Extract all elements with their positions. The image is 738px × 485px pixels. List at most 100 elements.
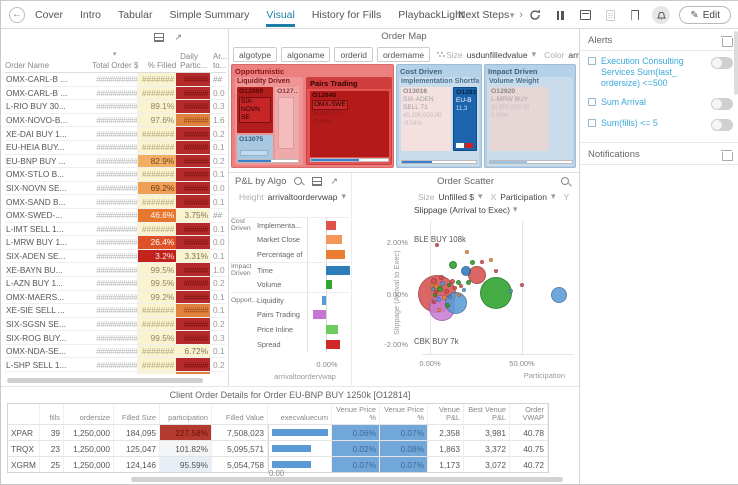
bar[interactable] (312, 310, 326, 319)
calendar-icon[interactable] (577, 7, 593, 23)
exec-value-bar[interactable] (272, 429, 328, 436)
edit-button[interactable]: ✎ Edit (679, 6, 731, 24)
notifications-bell-icon[interactable] (652, 6, 671, 24)
column-header[interactable]: execvaluecum (268, 404, 332, 424)
treemap-leaf[interactable]: O12846 OMX-SWE 24,800,000 -0.46% (310, 91, 389, 157)
alert-toggle[interactable] (711, 57, 733, 69)
table-row[interactable]: XE-SIE SELL ... ########## ####### ###### 0.… (5, 304, 226, 318)
column-header-arrival[interactable]: Ar... to... (213, 52, 228, 70)
theme-selector[interactable]: Light (441, 9, 514, 21)
scatter-bubble[interactable] (435, 296, 441, 302)
breadcrumb-chip-orderid[interactable]: orderid (334, 47, 373, 62)
scatter-bubble[interactable] (508, 289, 513, 294)
breadcrumb-chip-algoname[interactable]: algoname (281, 47, 331, 62)
alert-toggle[interactable] (711, 119, 733, 131)
bar[interactable] (326, 220, 337, 230)
scatter-bubble[interactable] (466, 279, 472, 285)
alert-toggle[interactable] (711, 98, 733, 110)
size-dropdown[interactable]: usdunfilledvalue (466, 49, 528, 60)
treemap-leaf[interactable]: O127.. (275, 87, 299, 159)
table-row[interactable]: SIX-SGSN SE... ########## ####### ###### 0.2 (5, 317, 226, 332)
scatter-bubble[interactable] (479, 259, 484, 264)
alerts-vertical-scrollbar[interactable] (734, 31, 738, 95)
scatter-bubble[interactable] (460, 265, 471, 276)
treemap-leaf[interactable]: O12920 L-MRW BUY 31,500,000.00 0.05% (489, 87, 549, 151)
column-header[interactable]: Filled Value (212, 404, 268, 424)
checkbox[interactable] (588, 98, 596, 106)
back-icon[interactable] (9, 6, 25, 23)
table-row[interactable]: L-AZN BUY 1... ########## 99.5% ###### 0.2 (5, 276, 226, 291)
scatter-bubble[interactable] (429, 282, 434, 287)
maximize-icon[interactable]: ↗ (330, 176, 338, 186)
scatter-bubble[interactable] (442, 295, 448, 301)
scatter-bubble[interactable] (447, 282, 452, 287)
table-row[interactable]: OMX-CARL-B ... ########## ####### ###### ## (5, 73, 226, 87)
table-row[interactable]: SIX-NOVN SE... ########## 69.2% ###### 0.0 (5, 181, 226, 196)
bar[interactable] (326, 250, 346, 259)
tab-intro[interactable]: Intro (80, 9, 102, 21)
table-row[interactable]: OMX-NOVO-B... ########## 97.6% ###### 1.6 (5, 113, 226, 128)
column-header-pct-filled[interactable]: % Filled (147, 61, 177, 70)
column-header[interactable]: Filled Size (114, 404, 160, 424)
table-export-icon[interactable] (312, 177, 323, 186)
x-axis-dropdown[interactable]: Participation (500, 191, 547, 202)
table-row[interactable]: OMX-SWED-... ########## 46.6% 3.75% ## (5, 208, 226, 223)
color-dropdown[interactable]: arrivaltoo (568, 49, 579, 60)
table-row[interactable]: SIX-ADEN SE... ########## 3.2% 3.31% 0.1 (5, 249, 226, 264)
scatter-bubble[interactable] (464, 250, 469, 255)
treemap-leaf[interactable]: O12989 SIX-NOVN SE (237, 87, 273, 133)
tab-simple-summary[interactable]: Simple Summary (169, 9, 250, 21)
scatter-bubble[interactable] (433, 289, 438, 294)
table-row[interactable]: L-RIO BUY 30... ########## 89.1% ###### 0.3 (5, 100, 226, 114)
table-row[interactable]: L-SHP SELL 1... ########## ####### ###### 0.… (5, 358, 226, 373)
table-row[interactable]: EU-BNP BUY ... ########## 82.9% ###### 0.2 (5, 154, 226, 169)
column-header-total-order[interactable]: ▾ Total Order $ (92, 51, 139, 70)
scatter-bubble[interactable] (480, 276, 513, 309)
tab-history-for-fills[interactable]: History for Fills (311, 9, 382, 21)
scatter-bubble[interactable] (435, 242, 440, 247)
scatter-bubble[interactable] (438, 274, 444, 280)
table-row[interactable]: OMX-SAND B... ########## ####### ###### 0.1 (5, 195, 226, 209)
tab-visual[interactable]: Visual (266, 2, 295, 27)
trash-icon[interactable] (721, 149, 733, 161)
scatter-bubble[interactable] (462, 288, 467, 293)
table-row[interactable]: L-IMT SELL 1... ########## ####### ###### 0.… (5, 222, 226, 237)
bookmark-icon[interactable] (627, 7, 643, 23)
table-row[interactable]: XE-BAYN BU... ########## 99.5% ###### 1.0 (5, 263, 226, 277)
pause-icon[interactable] (552, 7, 568, 23)
height-dropdown[interactable]: arrivaltoordervwap (267, 191, 338, 202)
scatter-bubble[interactable] (494, 268, 499, 273)
column-header[interactable]: Best Venue P&L (464, 404, 510, 424)
scatter-bubble[interactable] (449, 278, 455, 284)
tab-tabular[interactable]: Tabular (118, 9, 153, 21)
table-row[interactable]: L-MRW BUY 1... ########## 26.4% ###### 0.0 (5, 236, 226, 250)
column-header[interactable] (8, 404, 40, 424)
details-horizontal-scrollbar[interactable] (131, 477, 563, 482)
scatter-bubble[interactable] (550, 287, 567, 304)
alert-item[interactable]: Sum Arrival (580, 92, 738, 113)
maximize-icon[interactable]: ↗ (174, 32, 182, 42)
column-header-daily-partic[interactable]: Daily Partic... (180, 52, 208, 70)
pdf-export-icon[interactable] (602, 7, 618, 23)
scatter-bubble[interactable] (448, 294, 453, 299)
scatter-bubble[interactable] (452, 286, 457, 291)
bar[interactable] (326, 280, 332, 289)
tab-next-steps[interactable]: Next Steps (457, 9, 510, 21)
scatter-bubble[interactable] (459, 284, 464, 289)
tab-cover[interactable]: Cover (35, 9, 64, 21)
treemap-leaf-selected[interactable]: O12814 EU-B 11,3 (453, 87, 477, 151)
column-header[interactable]: Venue P&L (428, 404, 464, 424)
scatter-bubble[interactable] (444, 288, 450, 294)
scatter-bubble[interactable] (444, 303, 450, 309)
table-row[interactable]: EU-HEIA BUY... ########## ####### ###### 0.1 (5, 140, 226, 155)
column-header-order-name[interactable]: Order Name (5, 61, 50, 70)
refresh-icon[interactable] (527, 7, 543, 23)
scatter-bubble[interactable] (449, 260, 457, 269)
alert-item[interactable]: Execution Consulting Services Sum(last_ … (580, 51, 738, 92)
exec-value-bar[interactable] (272, 461, 312, 468)
table-row[interactable]: OMX-STLO B... ########## ####### ###### 0.1 (5, 168, 226, 182)
breadcrumb-chip-algotype[interactable]: algotype (233, 47, 278, 62)
bar[interactable] (326, 340, 341, 349)
column-header[interactable]: Diff to Best Venue Price % (380, 404, 428, 424)
table-row[interactable]: OMX-MAERS... ########## 99.2% ###### 0.1 (5, 290, 226, 305)
